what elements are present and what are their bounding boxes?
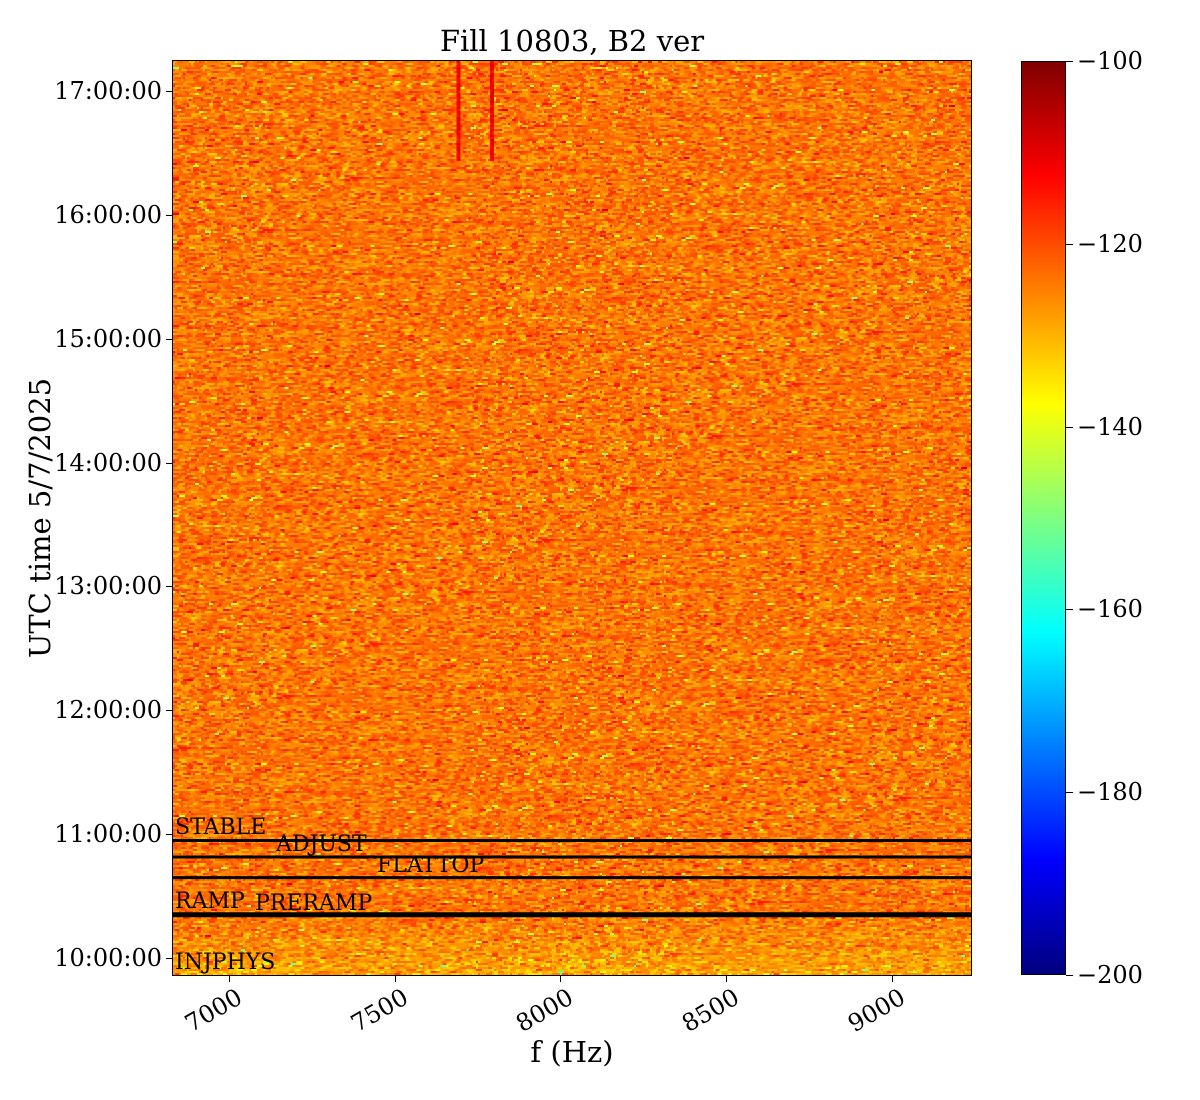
- x-tick-mark: [560, 975, 562, 982]
- colorbar-tick-mark: [1066, 61, 1073, 62]
- y-tick-mark: [166, 462, 173, 464]
- y-tick-mark: [166, 834, 173, 836]
- phase-label-preramp: PRERAMP: [255, 890, 373, 916]
- chart-title: Fill 10803, B2 ver: [439, 24, 705, 58]
- y-tick-label: 10:00:00: [54, 944, 162, 973]
- colorbar-tick-label: −100: [1077, 47, 1143, 75]
- y-tick-mark: [166, 958, 173, 960]
- y-tick-label: 14:00:00: [54, 448, 162, 477]
- phase-lines: [173, 838, 971, 918]
- phase-label-flattop: FLATTOP: [377, 852, 485, 878]
- colorbar-tick-label: −140: [1077, 412, 1143, 441]
- colorbar-tick-mark: [1066, 426, 1073, 428]
- x-tick-label: 8500: [677, 983, 744, 1038]
- colorbar-tick-label: −160: [1077, 595, 1143, 624]
- y-tick-mark: [166, 586, 173, 588]
- colorbar-tick-mark: [1066, 243, 1073, 245]
- y-tick-label: 17:00:00: [54, 76, 162, 105]
- colorbar-tick-label: −200: [1077, 961, 1143, 989]
- x-tick-label: 7500: [345, 983, 413, 1038]
- y-tick-mark: [166, 214, 173, 216]
- y-axis-label: UTC time 5/7/2025: [23, 377, 57, 659]
- x-tick-label: 8000: [511, 983, 579, 1038]
- y-tick-label: 15:00:00: [54, 324, 162, 353]
- x-tick-mark: [229, 975, 231, 982]
- phase-label-adjust: ADJUST: [276, 831, 367, 857]
- x-axis-label: f (Hz): [530, 1035, 614, 1069]
- x-tick-mark: [725, 975, 727, 982]
- y-tick-label: 11:00:00: [54, 820, 162, 849]
- phase-label-injphys: INJPHYS: [175, 950, 276, 975]
- colorbar-tick-mark: [1066, 609, 1073, 611]
- colorbar-tick-label: −120: [1077, 229, 1143, 258]
- plot-area: [173, 61, 971, 975]
- colorbar-tick-mark: [1066, 975, 1073, 976]
- colorbar-tick-label: −180: [1077, 778, 1143, 807]
- x-tick-mark: [394, 975, 396, 982]
- colorbar: [1021, 61, 1066, 975]
- y-tick-mark: [166, 90, 173, 92]
- phase-label-ramp: RAMP: [175, 888, 245, 914]
- y-tick-mark: [166, 710, 173, 712]
- x-tick-mark: [891, 975, 893, 982]
- phase-label-stable: STABLE: [175, 815, 267, 841]
- x-tick-label: 7000: [180, 983, 248, 1038]
- y-tick-label: 13:00:00: [54, 572, 162, 601]
- x-tick-label: 9000: [842, 983, 910, 1038]
- y-tick-label: 16:00:00: [54, 200, 162, 229]
- y-tick-mark: [166, 338, 173, 340]
- colorbar-tick-mark: [1066, 792, 1073, 794]
- spectrogram-heatmap: [173, 61, 971, 975]
- y-tick-label: 12:00:00: [54, 696, 162, 725]
